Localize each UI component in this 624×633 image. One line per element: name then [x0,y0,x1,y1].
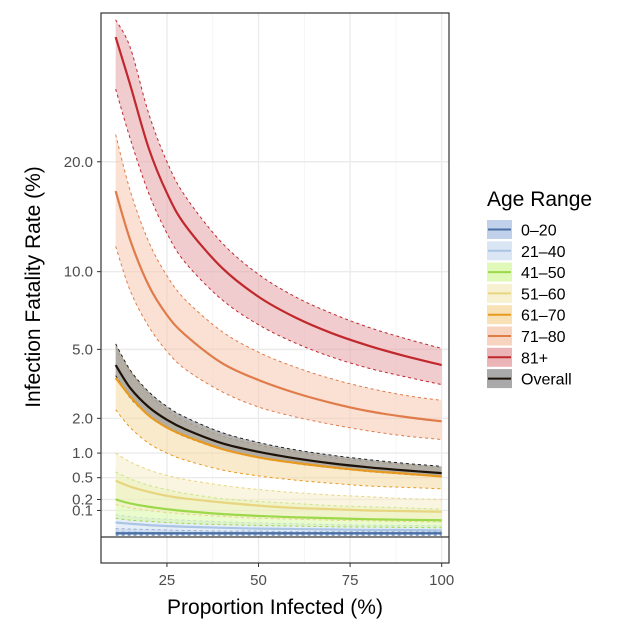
x-tick-label: 50 [250,572,267,589]
x-tick-label: 25 [159,572,176,589]
line-81- [114,36,442,367]
legend-label-overall: Overall [521,372,572,389]
legend-label-51-60: 51–60 [521,286,566,303]
y-tick-label: 2.0 [72,410,93,427]
confidence-bands [115,19,442,536]
band-overall [115,343,442,477]
band-81- [115,19,442,385]
band-51-60 [115,453,442,522]
upper-bound-81- [115,19,442,349]
y-axis-title: Infection Fatality Rate (%) [22,166,45,408]
lower-bound-81- [115,88,442,386]
lower-bound-61-70 [115,409,442,490]
upper-bound-71-80 [115,134,442,401]
x-tick-label: 75 [342,572,359,589]
panel-border [100,12,450,564]
y-tick-label: 0.1 [72,502,93,519]
line-71-80 [114,190,442,423]
lower-bound-51-60 [115,504,442,523]
y-tick-label: 0.2 [72,491,93,508]
legend: Age Range 0–20 21–40 41–50 51–60 61–70 71–80 8… [487,188,592,389]
y-tick-label: 0.5 [72,470,93,487]
line-21-40 [115,521,442,532]
legend-label-71-80: 71–80 [521,329,566,346]
series-lines [114,36,442,535]
band-71-80 [115,134,442,440]
line-overall [114,364,442,475]
panel-frame [100,12,450,564]
lower-bound-41-50 [115,517,442,529]
band-61-70 [115,347,442,489]
y-tick-label: 10.0 [64,264,93,281]
x-tick-label: 100 [429,572,454,589]
lower-bound-71-80 [115,246,442,441]
y-tick-label: 5.0 [72,341,93,358]
upper-bound-overall [115,343,442,467]
legend-label-61-70: 61–70 [521,308,566,325]
legend-label-41-50: 41–50 [521,265,566,282]
line-41-50 [115,498,442,522]
legend-label-0-20: 0–20 [521,223,557,240]
legend-label-21-40: 21–40 [521,244,566,261]
y-tick-label: 1.0 [72,445,93,462]
legend-label-81-: 81+ [521,350,548,367]
legend-title: Age Range [487,188,592,211]
line-51-60 [115,479,442,513]
line-61-70 [114,377,442,478]
x-axis-title: Proportion Infected (%) [167,596,383,619]
axis-ticks: 25 50 75 100 0.10.2 0.5 1.0 2.0 5.0 10.0 20.0 [64,154,454,589]
y-tick-label: 20.0 [64,154,93,171]
